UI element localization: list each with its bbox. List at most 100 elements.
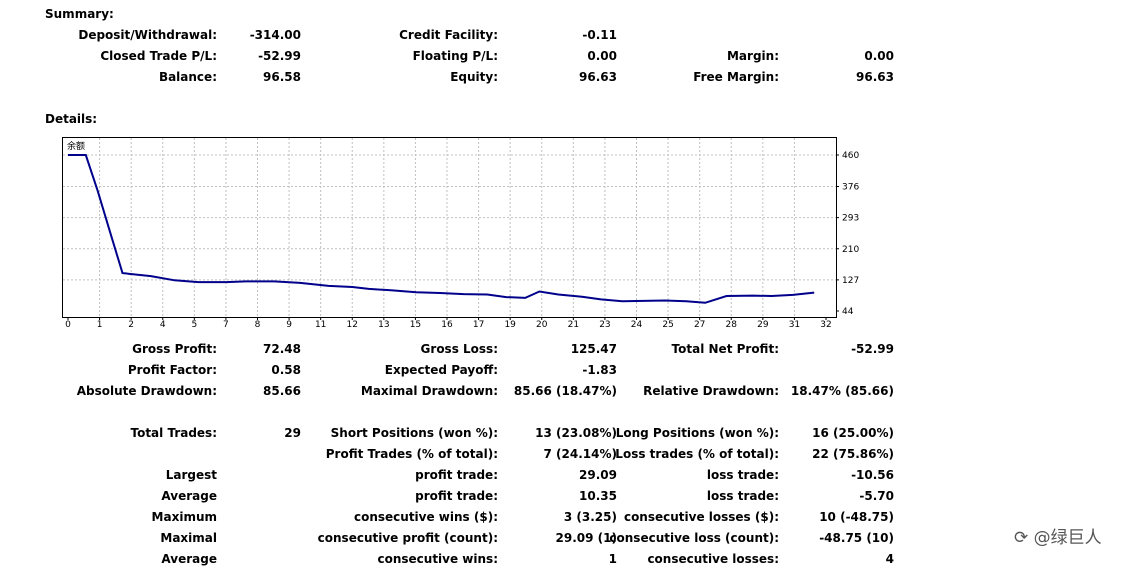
x-tick-label: 23 xyxy=(599,320,610,330)
relative-drawdown-value: 18.47% (85.66) xyxy=(790,384,894,398)
balance-line xyxy=(68,154,815,304)
x-tick-label: 7 xyxy=(223,320,229,330)
maximal-consecutive-loss-value: -48.75 (10) xyxy=(819,531,894,545)
max-consecutive-losses-label: consecutive losses ($): xyxy=(623,510,779,524)
loss-trades-value: 22 (75.86%) xyxy=(812,447,894,461)
equity-label: Equity: xyxy=(450,70,498,84)
absolute-drawdown-value: 85.66 xyxy=(263,384,301,398)
x-tick-label: 17 xyxy=(473,320,484,330)
expected-payoff-value: -1.83 xyxy=(582,363,617,377)
maximal-consecutive-loss-label: consecutive loss (count): xyxy=(609,531,779,545)
equity-value: 96.63 xyxy=(579,70,617,84)
margin-value: 0.00 xyxy=(864,49,894,63)
x-tick-label: 31 xyxy=(789,320,800,330)
gross-loss-label: Gross Loss: xyxy=(420,342,498,356)
x-tick-label: 28 xyxy=(726,320,738,330)
deposit-label: Deposit/Withdrawal: xyxy=(78,28,217,42)
details-title: Details: xyxy=(45,112,98,126)
x-tick-label: 5 xyxy=(191,320,197,330)
balance-value: 96.58 xyxy=(263,70,301,84)
free-margin-value: 96.63 xyxy=(856,70,894,84)
largest-label: Largest xyxy=(165,468,217,482)
x-tick-label: 15 xyxy=(410,320,421,330)
x-tick-label: 1 xyxy=(97,320,103,330)
largest-loss-label: loss trade: xyxy=(706,468,779,482)
total-trades-value: 29 xyxy=(284,426,301,440)
average-consecutive-label: Average xyxy=(161,552,217,566)
long-positions-label: Long Positions (won %): xyxy=(615,426,779,440)
x-tick-label: 20 xyxy=(536,320,548,330)
floating-pl-value: 0.00 xyxy=(587,49,617,63)
closed-pl-value: -52.99 xyxy=(258,49,301,63)
gross-profit-value: 72.48 xyxy=(263,342,301,356)
balance-chart: 0 1 2 4 5 7 8 9 11 12 13 15 16 17 19 20 21 23 24 25 27 28 29 31… xyxy=(62,137,859,330)
y-tick-label: 293 xyxy=(842,214,859,224)
x-tick-label: 12 xyxy=(347,320,358,330)
profit-factor-label: Profit Factor: xyxy=(127,363,217,377)
chart-legend: 余额 xyxy=(67,140,85,152)
floating-pl-label: Floating P/L: xyxy=(412,49,498,63)
maximal-consecutive-profit-label: consecutive profit (count): xyxy=(317,531,498,545)
profit-factor-value: 0.58 xyxy=(271,363,301,377)
relative-drawdown-label: Relative Drawdown: xyxy=(643,384,779,398)
average-consecutive-losses-label: consecutive losses: xyxy=(647,552,779,566)
max-consecutive-losses-value: 10 (-48.75) xyxy=(819,510,894,524)
largest-profit-label: profit trade: xyxy=(415,468,498,482)
gross-loss-value: 125.47 xyxy=(570,342,617,356)
x-tick-label: 29 xyxy=(757,320,769,330)
maximal-consecutive-profit-value: 29.09 (1) xyxy=(555,531,617,545)
deposit-value: -314.00 xyxy=(249,28,301,42)
gross-profit-label: Gross Profit: xyxy=(132,342,217,356)
margin-label: Margin: xyxy=(726,49,779,63)
x-tick-label: 2 xyxy=(128,320,134,330)
largest-loss-value: -10.56 xyxy=(851,468,894,482)
x-tick-label: 19 xyxy=(504,320,516,330)
maximal-drawdown-value: 85.66 (18.47%) xyxy=(513,384,617,398)
expected-payoff-label: Expected Payoff: xyxy=(384,363,498,377)
net-profit-label: Total Net Profit: xyxy=(671,342,779,356)
profit-trades-label: Profit Trades (% of total): xyxy=(325,447,498,461)
max-consecutive-wins-value: 3 (3.25) xyxy=(563,510,617,524)
credit-value: -0.11 xyxy=(582,28,617,42)
short-positions-label: Short Positions (won %): xyxy=(330,426,498,440)
y-tick-label: 210 xyxy=(842,245,859,255)
profit-trades-value: 7 (24.14%) xyxy=(543,447,617,461)
x-tick-label: 32 xyxy=(820,320,831,330)
y-tick-label: 127 xyxy=(842,276,859,286)
average-consecutive-wins-value: 1 xyxy=(608,552,617,566)
max-consecutive-wins-label: consecutive wins ($): xyxy=(353,510,498,524)
average-loss-value: -5.70 xyxy=(859,489,894,503)
x-tick-label: 27 xyxy=(694,320,705,330)
balance-label: Balance: xyxy=(158,70,217,84)
y-tick-label: 44 xyxy=(842,307,854,317)
y-tick-label: 460 xyxy=(842,151,859,161)
credit-label: Credit Facility: xyxy=(399,28,498,42)
average-consecutive-losses-value: 4 xyxy=(885,552,894,566)
balance-chart-svg: 0 1 2 4 5 7 8 9 11 12 13 15 16 17 19 20 21 23 24 25 27 28 29 31… xyxy=(63,138,859,330)
net-profit-value: -52.99 xyxy=(851,342,894,356)
x-tick-label: 11 xyxy=(315,320,326,330)
x-tick-label: 4 xyxy=(160,320,166,330)
long-positions-value: 16 (25.00%) xyxy=(812,426,894,440)
watermark: ⟳ @绿巨人 xyxy=(1014,528,1102,548)
absolute-drawdown-label: Absolute Drawdown: xyxy=(76,384,217,398)
average-consecutive-wins-label: consecutive wins: xyxy=(377,552,498,566)
x-tick-label: 21 xyxy=(568,320,579,330)
average-profit-value: 10.35 xyxy=(579,489,617,503)
closed-pl-label: Closed Trade P/L: xyxy=(100,49,217,63)
average-loss-label: loss trade: xyxy=(706,489,779,503)
x-tick-label: 13 xyxy=(378,320,389,330)
x-tick-label: 8 xyxy=(255,320,261,330)
average-profit-label: profit trade: xyxy=(415,489,498,503)
maximal-drawdown-label: Maximal Drawdown: xyxy=(360,384,498,398)
x-tick-label: 9 xyxy=(286,320,292,330)
y-tick-label: 376 xyxy=(842,183,859,193)
average-label: Average xyxy=(161,489,217,503)
free-margin-label: Free Margin: xyxy=(693,70,779,84)
short-positions-value: 13 (23.08%) xyxy=(535,426,617,440)
largest-profit-value: 29.09 xyxy=(579,468,617,482)
maximal-label: Maximal xyxy=(160,531,217,545)
maximum-label: Maximum xyxy=(151,510,217,524)
x-tick-label: 24 xyxy=(631,320,643,330)
summary-title: Summary: xyxy=(45,7,114,21)
